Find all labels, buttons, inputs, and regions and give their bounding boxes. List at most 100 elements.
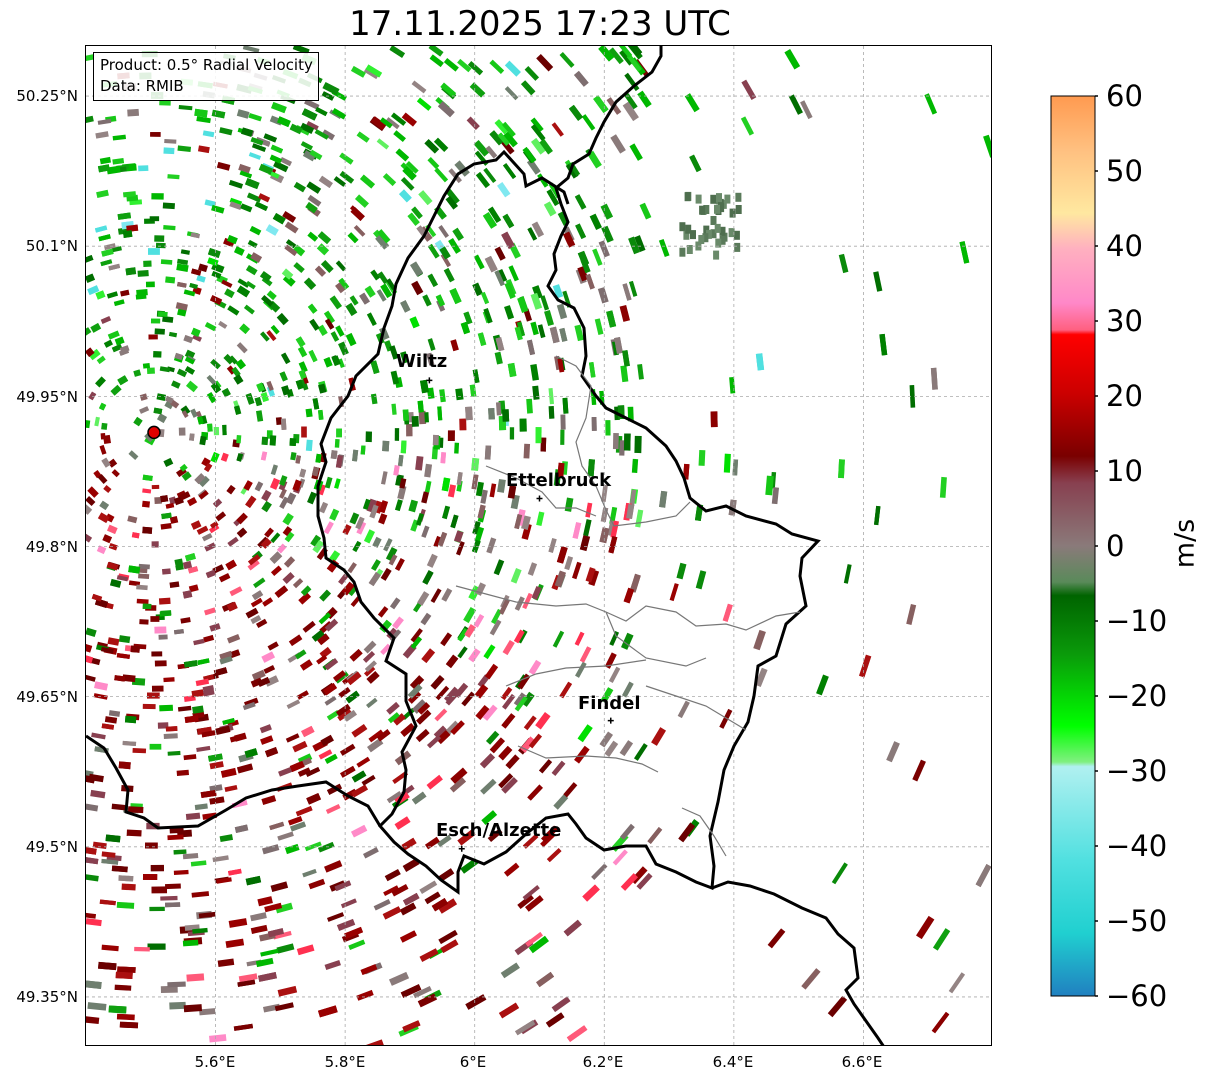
radar-map[interactable] <box>85 45 992 1046</box>
velocity-gate <box>527 562 538 576</box>
velocity-gate <box>686 245 693 254</box>
velocity-gate <box>488 408 495 420</box>
velocity-gate <box>431 446 439 460</box>
velocity-gate <box>411 80 427 94</box>
velocity-gate <box>366 498 378 513</box>
velocity-gate <box>233 374 244 385</box>
velocity-gate <box>765 475 774 496</box>
velocity-gate <box>912 759 926 782</box>
velocity-gate <box>264 747 279 758</box>
velocity-gate <box>261 795 277 805</box>
velocity-gate <box>242 46 260 54</box>
velocity-gate <box>113 299 125 307</box>
velocity-gate <box>165 883 181 890</box>
velocity-gate <box>348 939 366 950</box>
velocity-gate <box>566 1025 588 1042</box>
velocity-gate <box>237 278 250 288</box>
velocity-gate <box>338 341 349 356</box>
velocity-gate <box>194 803 208 811</box>
velocity-gate <box>416 97 432 111</box>
velocity-gate <box>551 122 564 137</box>
velocity-gate <box>314 129 329 140</box>
velocity-gate <box>209 784 223 793</box>
velocity-gate <box>95 376 106 388</box>
velocity-gate <box>719 226 726 236</box>
velocity-gate <box>250 924 268 934</box>
velocity-gate <box>332 670 346 682</box>
velocity-gate <box>676 562 687 580</box>
city-label-findel: Findel <box>578 693 641 714</box>
velocity-gate <box>402 707 416 721</box>
velocity-gate <box>535 427 542 444</box>
velocity-gate <box>296 690 309 700</box>
velocity-gate <box>477 332 487 346</box>
velocity-gate <box>473 254 485 270</box>
velocity-gate <box>270 532 281 544</box>
velocity-gate <box>574 631 585 646</box>
velocity-gate <box>266 290 277 301</box>
velocity-gate <box>489 483 497 498</box>
velocity-gate <box>150 864 165 872</box>
velocity-gate <box>334 880 352 892</box>
velocity-gate <box>540 295 550 311</box>
velocity-gate <box>131 677 146 686</box>
velocity-gate <box>481 810 498 826</box>
velocity-gate <box>623 433 631 451</box>
velocity-gate <box>95 131 109 139</box>
velocity-gate <box>695 570 707 590</box>
velocity-gate <box>221 387 231 398</box>
velocity-gate <box>426 553 438 568</box>
velocity-gate <box>440 452 447 464</box>
velocity-gate <box>522 592 533 610</box>
velocity-gate <box>87 1002 107 1011</box>
velocity-gate <box>472 369 480 384</box>
velocity-gate <box>184 356 195 365</box>
velocity-gate <box>306 120 319 131</box>
velocity-gate <box>610 134 626 154</box>
velocity-gate <box>209 796 225 805</box>
velocity-gate <box>260 331 270 342</box>
velocity-gate <box>86 273 96 283</box>
velocity-gate <box>138 563 150 570</box>
velocity-gate <box>800 100 813 120</box>
velocity-gate <box>484 445 492 460</box>
velocity-gate <box>247 559 260 571</box>
velocity-gate <box>194 108 208 118</box>
velocity-gate <box>91 732 106 740</box>
velocity-gate <box>932 928 951 951</box>
velocity-gate <box>97 164 110 173</box>
velocity-gate <box>274 585 289 598</box>
velocity-gate <box>86 674 96 682</box>
velocity-gate <box>219 127 233 136</box>
velocity-gate <box>351 723 368 738</box>
velocity-gate <box>457 829 476 846</box>
velocity-gate <box>352 449 359 462</box>
velocity-gate <box>469 384 477 397</box>
velocity-gate <box>605 420 611 436</box>
velocity-gate <box>347 232 359 244</box>
velocity-gate <box>107 330 120 340</box>
velocity-gate <box>548 538 557 553</box>
velocity-gate <box>557 211 569 226</box>
velocity-gate <box>204 321 217 332</box>
velocity-gate <box>117 212 132 220</box>
velocity-gate <box>460 321 471 335</box>
velocity-gate <box>788 94 803 115</box>
velocity-gate <box>192 927 208 934</box>
velocity-gate <box>191 891 210 898</box>
lat-tick-label: 49.8°N <box>25 538 78 556</box>
velocity-gate <box>160 259 173 265</box>
velocity-gate <box>391 884 409 897</box>
velocity-gate <box>424 480 432 493</box>
velocity-gate <box>190 232 200 239</box>
velocity-gate <box>906 603 917 625</box>
velocity-gate <box>402 858 420 872</box>
velocity-gate <box>440 82 457 98</box>
velocity-gate <box>335 281 347 294</box>
velocity-gate <box>434 167 449 183</box>
velocity-gate <box>154 626 167 634</box>
velocity-gate <box>334 478 341 489</box>
velocity-gate <box>346 671 362 686</box>
velocity-gate <box>948 972 966 994</box>
velocity-gate <box>519 418 527 432</box>
